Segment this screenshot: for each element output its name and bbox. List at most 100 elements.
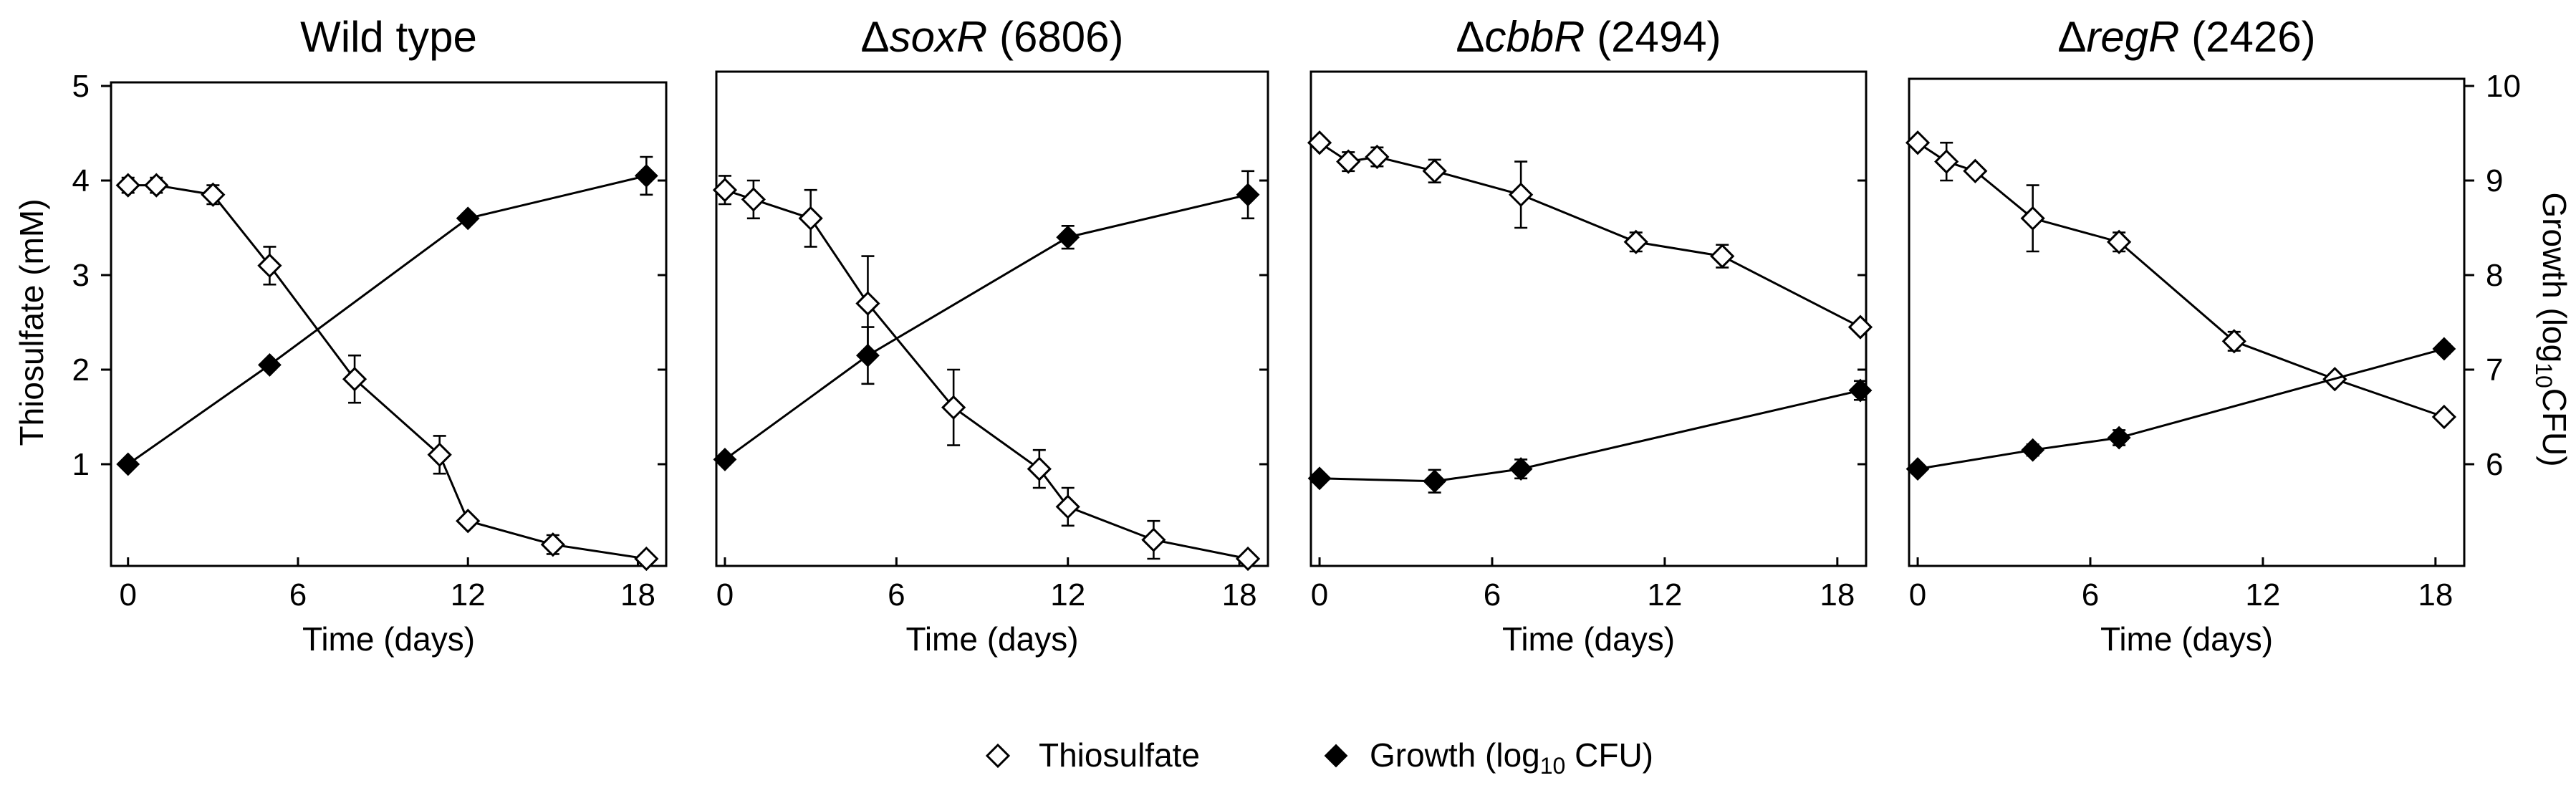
plot-frame (1908, 77, 2466, 567)
y2-tick-label: 9 (2486, 163, 2503, 198)
growth-point (1905, 457, 1930, 481)
chart-title-part: regR (2086, 13, 2179, 61)
thiosulfate-point (2107, 229, 2132, 254)
legend-thiosulfate-label: Thiosulfate (1039, 736, 1200, 774)
legend-growth-marker-icon (1324, 744, 1348, 768)
legend-growth-prefix: Growth (log (1370, 736, 1540, 774)
left-axis-label: Thiosulfate (mM) (13, 198, 50, 446)
legend-growth-sub: 10 (1540, 753, 1566, 779)
series-line (1917, 141, 2445, 418)
x-tick-label: 0 (1311, 577, 1328, 612)
thiosulfate-point (1336, 149, 1361, 174)
thiosulfate-point (1141, 527, 1166, 552)
x-axis-label: Time (days) (302, 620, 475, 658)
series-thiosulfate (712, 175, 1261, 572)
thiosulfate-point (741, 187, 766, 212)
chart-title-part: (2426) (2180, 13, 2316, 61)
thiosulfate-point (634, 546, 659, 572)
chart-title: ΔcbbR (2494) (1456, 13, 1721, 61)
chart-title-part: Δ (861, 13, 890, 61)
series-growth (1905, 337, 2456, 481)
thiosulfate-point (1847, 314, 1873, 340)
growth-point (1056, 225, 1080, 249)
growth-point (2021, 438, 2045, 462)
chart-title: ΔregR (2426) (2057, 13, 2315, 61)
chart-title-part: (6806) (987, 13, 1123, 61)
chart-title: Wild type (300, 13, 477, 61)
right-axis-label-prefix: Growth (log (2536, 192, 2573, 362)
thiosulfate-point (1055, 494, 1080, 519)
x-tick-label: 12 (451, 577, 486, 612)
y2-tick-label: 8 (2486, 258, 2503, 293)
thiosulfate-point (1365, 144, 1390, 170)
x-tick-label: 6 (888, 577, 905, 612)
y-tick-label: 5 (72, 69, 90, 104)
thiosulfate-point (1235, 546, 1261, 572)
x-tick-label: 0 (119, 577, 136, 612)
growth-point (1509, 457, 1533, 481)
y2-tick-label: 7 (2486, 352, 2503, 388)
thiosulfate-point (540, 532, 565, 557)
thiosulfate-point (1710, 244, 1735, 269)
x-axis-label: Time (days) (2100, 620, 2273, 658)
thiosulfate-point (342, 367, 367, 392)
right-axis-label-suffix: CFU) (2536, 388, 2573, 467)
thiosulfate-point (115, 173, 140, 198)
thiosulfate-point (1027, 456, 1052, 481)
y2-tick-label: 6 (2486, 447, 2503, 482)
x-tick-label: 18 (1820, 577, 1855, 612)
thiosulfate-point (427, 442, 452, 467)
series-line (1320, 389, 1861, 483)
x-tick-label: 0 (716, 577, 734, 612)
x-tick-label: 18 (2418, 577, 2453, 612)
y-tick-label: 1 (72, 447, 90, 482)
thiosulfate-point (941, 395, 966, 420)
chart-title-part: (2494) (1585, 13, 1721, 61)
chart-panel-3: ΔcbbR (2494) 0 6 12 18 Time (days) (1307, 13, 1873, 658)
thiosulfate-point (1623, 229, 1648, 254)
y-tick-label: 3 (72, 258, 90, 293)
x-tick-label: 6 (2082, 577, 2099, 612)
growth-point (258, 352, 282, 377)
thiosulfate-point (1963, 158, 1988, 183)
thiosulfate-point (712, 178, 738, 203)
growth-point (2432, 337, 2456, 361)
plot-frame (715, 70, 1269, 567)
thiosulfate-point (1905, 130, 1931, 155)
thiosulfate-point (144, 173, 169, 198)
growth-point (1848, 378, 1873, 403)
series-growth (1307, 378, 1873, 494)
x-tick-label: 12 (2245, 577, 2280, 612)
series-line (127, 174, 647, 466)
chart-title-part: Δ (2057, 13, 2086, 61)
legend-thiosulfate-marker-icon (985, 743, 1011, 769)
y-tick-label: 2 (72, 352, 90, 388)
legend-growth-label: Growth (log10 CFU) (1370, 736, 1653, 779)
y-tick-label: 4 (72, 163, 90, 198)
x-tick-label: 12 (1050, 577, 1085, 612)
plot-frame (110, 81, 668, 567)
chart-title-part: cbbR (1484, 13, 1585, 61)
thiosulfate-point (257, 253, 282, 278)
thiosulfate-point (2221, 329, 2246, 354)
x-tick-label: 6 (1484, 577, 1501, 612)
series-thiosulfate (1905, 130, 2457, 430)
chart-panel-2: ΔsoxR (6806) 0 6 12 18 Time (days) (712, 13, 1269, 658)
series-line (1319, 141, 1861, 328)
series-line (724, 193, 1249, 461)
x-tick-label: 6 (289, 577, 307, 612)
chart-title-part: Δ (1456, 13, 1484, 61)
thiosulfate-point (201, 182, 226, 207)
x-tick-label: 12 (1647, 577, 1682, 612)
thiosulfate-point (1934, 149, 1959, 174)
thiosulfate-point (2020, 206, 2045, 231)
plot-frame (1309, 70, 1868, 567)
thiosulfate-point (1307, 130, 1332, 155)
growth-point (2107, 426, 2131, 450)
series-line (128, 184, 647, 560)
growth-point (634, 163, 658, 188)
